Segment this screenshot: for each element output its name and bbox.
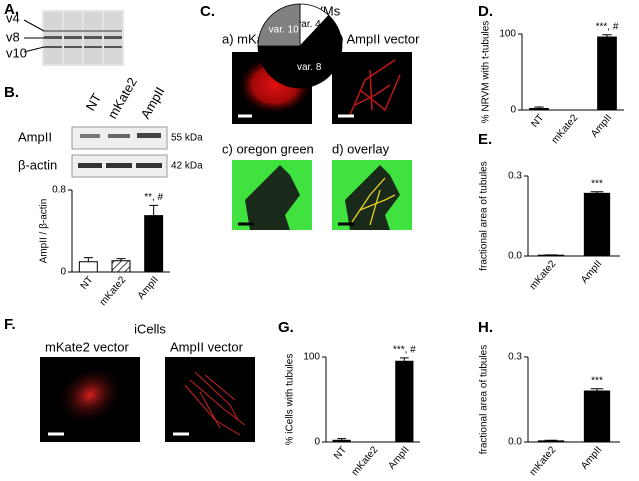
- panel-label: E.: [478, 131, 492, 148]
- bar: [530, 108, 549, 110]
- y-axis-label: fractional area of tubules: [479, 345, 490, 455]
- bar: [598, 37, 617, 110]
- blot-row: β-actin: [18, 157, 57, 172]
- y-axis-label: fractional area of tubules: [479, 161, 490, 271]
- x-tick-label: AmpII: [386, 445, 411, 472]
- x-tick-label: NT: [79, 275, 96, 292]
- panel-label: H.: [478, 319, 493, 336]
- y-tick-label: 0.0: [508, 251, 522, 262]
- bar: [79, 262, 97, 272]
- panel-title: iCells: [134, 321, 166, 336]
- panel-label: F.: [4, 316, 16, 333]
- x-tick-label: mKate2: [350, 444, 381, 476]
- annotation: ***, #: [596, 21, 619, 32]
- annotation: ***, #: [393, 344, 416, 355]
- panel-label: C.: [200, 3, 215, 20]
- error-bar: [545, 440, 558, 441]
- blot-a: [24, 10, 124, 66]
- x-tick-label: AmpII: [589, 113, 614, 140]
- error-bar: [84, 258, 93, 262]
- x-tick-label: mKate2: [98, 274, 129, 308]
- panel-label: D.: [478, 3, 493, 20]
- annotation: ***: [591, 375, 603, 386]
- y-tick-label: 0: [314, 437, 320, 448]
- y-axis-label: % NRVM with t-tubules: [481, 21, 492, 124]
- slice-label: var. 8: [297, 62, 322, 73]
- y-axis-label: AmpII / β-actin: [39, 199, 50, 264]
- x-tick-label: mKate2: [528, 258, 559, 292]
- y-tick-label: 0.3: [508, 171, 522, 182]
- micrograph: [40, 353, 255, 442]
- blot-b: [72, 127, 167, 177]
- annotation: **, #: [144, 192, 163, 203]
- bar: [396, 361, 413, 442]
- x-tick-label: mKate2: [528, 444, 559, 476]
- x-tick-label: NT: [529, 113, 546, 130]
- x-tick-label: AmpII: [579, 445, 604, 472]
- blot-size: 55 kDa: [171, 133, 203, 144]
- error-bar: [149, 205, 158, 215]
- x-tick-label: NT: [332, 445, 349, 462]
- bar: [112, 261, 130, 272]
- blot-label: v8: [6, 29, 20, 44]
- blot-column: NT: [83, 91, 105, 114]
- blot-column: AmpII: [138, 84, 168, 121]
- annotation: ***: [591, 178, 603, 189]
- panel-label: B.: [4, 84, 19, 101]
- image-caption: AmpII vector: [170, 339, 244, 354]
- panel-label: G.: [278, 319, 294, 336]
- bar: [584, 391, 609, 442]
- y-tick-label: 100: [303, 352, 320, 363]
- bar: [145, 216, 163, 272]
- x-tick-label: mKate2: [550, 112, 581, 146]
- y-axis-label: % iCells with tubules: [285, 354, 296, 446]
- y-tick-label: 0.3: [508, 352, 522, 363]
- y-tick-label: 0.8: [52, 185, 66, 196]
- blot-label: v4: [6, 10, 20, 25]
- image-caption: b) AmpII vector: [332, 31, 420, 46]
- y-tick-label: 100: [499, 29, 516, 40]
- blot-label: v10: [6, 45, 27, 60]
- image-caption: mKate2 vector: [45, 339, 129, 354]
- bar: [333, 440, 350, 442]
- image-caption: d) overlay: [332, 141, 390, 156]
- y-tick-label: 0: [60, 267, 66, 278]
- bar: [538, 441, 563, 442]
- bar: [584, 193, 609, 256]
- y-tick-label: 0: [510, 105, 516, 116]
- x-tick-label: AmpII: [579, 259, 604, 286]
- blot-row: AmpII: [18, 129, 52, 144]
- blot-column: mKate2: [105, 75, 140, 121]
- slice-label: var. 10: [269, 24, 299, 35]
- error-bar: [400, 358, 409, 361]
- image-caption: c) oregon green: [222, 141, 314, 156]
- y-tick-label: 0.0: [508, 437, 522, 448]
- x-tick-label: AmpII: [136, 275, 161, 302]
- blot-size: 42 kDa: [171, 161, 203, 172]
